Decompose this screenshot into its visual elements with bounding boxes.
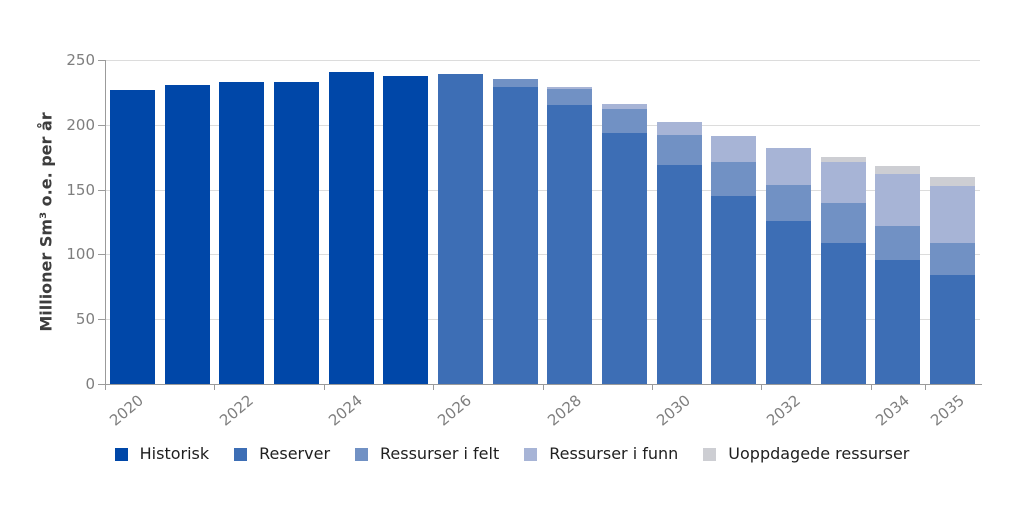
- bar-segment-2028-ressurser-i-funn: [547, 87, 593, 90]
- bar-segment-2020-historisk: [109, 89, 155, 384]
- x-axis-tick-label: 2026: [434, 391, 476, 430]
- bar-segment-2031-reserver: [711, 196, 757, 384]
- y-axis-tick-label: 200: [66, 115, 95, 134]
- bar-segment-2026-reserver: [437, 74, 483, 384]
- bar-segment-2028-ressurser-i-felt: [547, 89, 593, 106]
- x-axis-tick: [925, 384, 927, 390]
- y-axis-title: Millioner Sm³ o.e. per år: [36, 112, 56, 332]
- bar-segment-2028-reserver: [547, 105, 593, 384]
- y-axis-tick: [98, 124, 105, 126]
- gridline-150: [105, 189, 980, 191]
- legend-label: Historisk: [139, 444, 210, 463]
- x-axis-tick: [761, 384, 763, 390]
- legend-swatch-icon: [114, 447, 128, 461]
- bar-segment-2034-reserver: [875, 259, 921, 384]
- bar-segment-2033-uoppdagede-ressurser: [820, 157, 866, 163]
- legend-label: Ressurser i funn: [549, 444, 679, 463]
- bar-segment-2023-historisk: [273, 82, 319, 384]
- legend-swatch-icon: [234, 447, 248, 461]
- y-axis-tick-label: 0: [85, 375, 95, 393]
- gridline-250: [105, 60, 980, 61]
- bar-segment-2029-ressurser-i-funn: [602, 104, 648, 110]
- bar-segment-2031-ressurser-i-felt: [711, 161, 757, 197]
- bar-segment-2035-reserver: [930, 275, 976, 384]
- bar-segment-2032-ressurser-i-felt: [766, 185, 812, 221]
- y-axis-tick-label: 150: [66, 180, 95, 199]
- x-axis-tick-label: 2022: [215, 391, 257, 430]
- legend-label: Ressurser i felt: [380, 444, 500, 463]
- y-axis-line: [105, 60, 106, 384]
- bar-segment-2035-uoppdagede-ressurser: [930, 176, 976, 187]
- legend-item-ressurser-i-felt: Ressurser i felt: [355, 444, 499, 464]
- x-axis-tick-label: 2035: [926, 391, 968, 430]
- legend-item-reserver: Reserver: [234, 444, 330, 464]
- x-axis-tick: [870, 384, 872, 390]
- bar-segment-2034-ressurser-i-felt: [875, 225, 921, 260]
- bar-segment-2027-ressurser-i-felt: [492, 79, 538, 88]
- gridline-100: [105, 254, 980, 256]
- legend-swatch-icon: [703, 447, 717, 461]
- bar-segment-2029-ressurser-i-felt: [602, 109, 648, 133]
- bar-segment-2034-ressurser-i-funn: [875, 174, 921, 226]
- bar-segment-2025-historisk: [383, 75, 429, 384]
- x-axis-tick-label: 2024: [325, 391, 367, 430]
- bar-segment-2033-ressurser-i-funn: [820, 162, 866, 204]
- x-axis-tick: [105, 384, 106, 390]
- y-axis-tick: [98, 384, 105, 385]
- legend-swatch-icon: [524, 447, 538, 461]
- gridline-50: [105, 319, 980, 321]
- legend-item-ressurser-i-funn: Ressurser i funn: [524, 444, 678, 464]
- bar-segment-2033-reserver: [820, 242, 866, 384]
- bar-segment-2021-historisk: [164, 84, 210, 384]
- bar-segment-2030-ressurser-i-felt: [656, 134, 702, 165]
- gridline-200: [105, 124, 980, 126]
- bar-segment-2034-uoppdagede-ressurser: [875, 166, 921, 175]
- bar-segment-2032-ressurser-i-funn: [766, 148, 812, 186]
- y-axis-tick: [98, 60, 105, 61]
- x-axis-tick-label: 2028: [543, 391, 585, 430]
- x-axis-tick: [542, 384, 544, 390]
- x-axis-tick-label: 2030: [653, 391, 695, 430]
- y-axis-tick: [98, 254, 105, 256]
- y-axis-tick: [98, 189, 105, 191]
- bar-segment-2033-ressurser-i-felt: [820, 203, 866, 243]
- x-axis-tick-label: 2034: [872, 391, 913, 430]
- bar-segment-2029-reserver: [602, 132, 648, 384]
- bar-segment-2035-ressurser-i-funn: [930, 186, 976, 244]
- y-axis-tick-label: 50: [75, 310, 95, 329]
- bar-segment-2027-reserver: [492, 87, 538, 384]
- x-axis-tick: [214, 384, 216, 390]
- x-axis-line: [105, 384, 982, 385]
- x-axis-tick-label: 2032: [762, 391, 804, 430]
- x-axis-tick: [433, 384, 435, 390]
- bar-segment-2030-ressurser-i-funn: [656, 121, 702, 135]
- bar-segment-2032-reserver: [766, 220, 812, 384]
- bar-segment-2024-historisk: [328, 71, 374, 384]
- x-axis-tick: [651, 384, 653, 390]
- legend-swatch-icon: [355, 447, 369, 461]
- bar-segment-2035-ressurser-i-felt: [930, 243, 976, 276]
- x-axis-tick: [323, 384, 325, 390]
- bar-segment-2030-reserver: [656, 164, 702, 384]
- bar-segment-2031-ressurser-i-funn: [711, 135, 757, 162]
- legend-label: Uoppdagede ressurser: [728, 444, 910, 463]
- y-axis-tick-label: 100: [66, 245, 95, 264]
- legend-item-historisk: Historisk: [114, 444, 210, 464]
- bar-segment-2022-historisk: [219, 82, 265, 384]
- y-axis-tick-label: 250: [66, 51, 95, 69]
- x-axis-tick-label: 2020: [106, 391, 148, 430]
- y-axis-tick: [98, 319, 105, 321]
- legend-item-uoppdagede-ressurser: Uoppdagede ressurser: [703, 444, 909, 464]
- legend-label: Reserver: [259, 444, 331, 463]
- chart-legend: Historisk Reserver Ressurser i felt Ressurs…: [0, 444, 1024, 464]
